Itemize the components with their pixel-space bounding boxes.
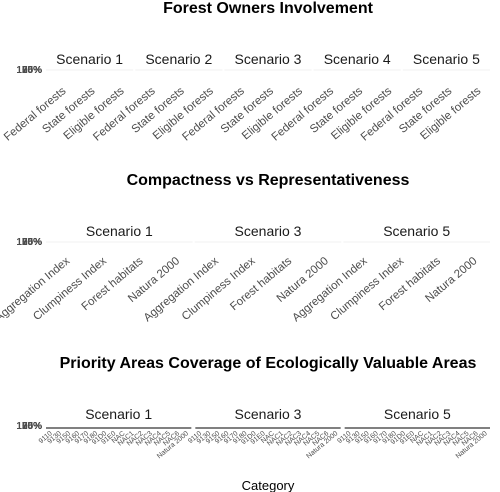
- chart2-facet-label: Scenario 3: [235, 223, 302, 239]
- chart2-y-tick-label: 75%: [22, 237, 42, 248]
- chart1-y-tick-label: 100%: [16, 65, 42, 76]
- chart1-y-tick-label: 50%: [22, 65, 42, 76]
- chart1-facet-label: Scenario 5: [413, 51, 480, 67]
- chart1-y-tick-label: 25%: [22, 65, 42, 76]
- chart2-y-tick-label: 50%: [22, 237, 42, 248]
- chart2-y-tick-label: 0%: [28, 237, 43, 248]
- chart3-y-tick-label: 25%: [22, 421, 42, 432]
- chart3-y-tick-label: 75%: [22, 421, 42, 432]
- chart1-title: Forest Owners Involvement: [163, 0, 374, 17]
- chart2-y-tick-label: 100%: [16, 237, 42, 248]
- chart2-facet-label: Scenario 1: [86, 223, 153, 239]
- chart3-x-axis-title: Category: [242, 478, 295, 492]
- chart2-y-tick-label: 25%: [22, 237, 42, 248]
- chart3-facet-label: Scenario 3: [235, 406, 302, 422]
- chart2-title: Compactness vs Representativeness: [127, 172, 410, 189]
- chart2-facet-label: Scenario 5: [383, 223, 450, 239]
- chart1-facet-label: Scenario 1: [56, 51, 123, 67]
- chart1-y-tick-label: 0%: [28, 65, 43, 76]
- chart3-facet-label: Scenario 1: [85, 406, 152, 422]
- chart1-y-tick-label: 75%: [22, 65, 42, 76]
- chart3-facet-label: Scenario 5: [384, 406, 451, 422]
- chart3-y-tick-label: 50%: [22, 421, 42, 432]
- chart3-y-tick-label: 0%: [28, 421, 43, 432]
- chart1-facet-label: Scenario 4: [324, 51, 391, 67]
- chart3-title: Priority Areas Coverage of Ecologically …: [60, 355, 477, 372]
- chart3-y-tick-label: 100%: [16, 421, 42, 432]
- chart1-facet-label: Scenario 2: [145, 51, 212, 67]
- chart1-facet-label: Scenario 3: [235, 51, 302, 67]
